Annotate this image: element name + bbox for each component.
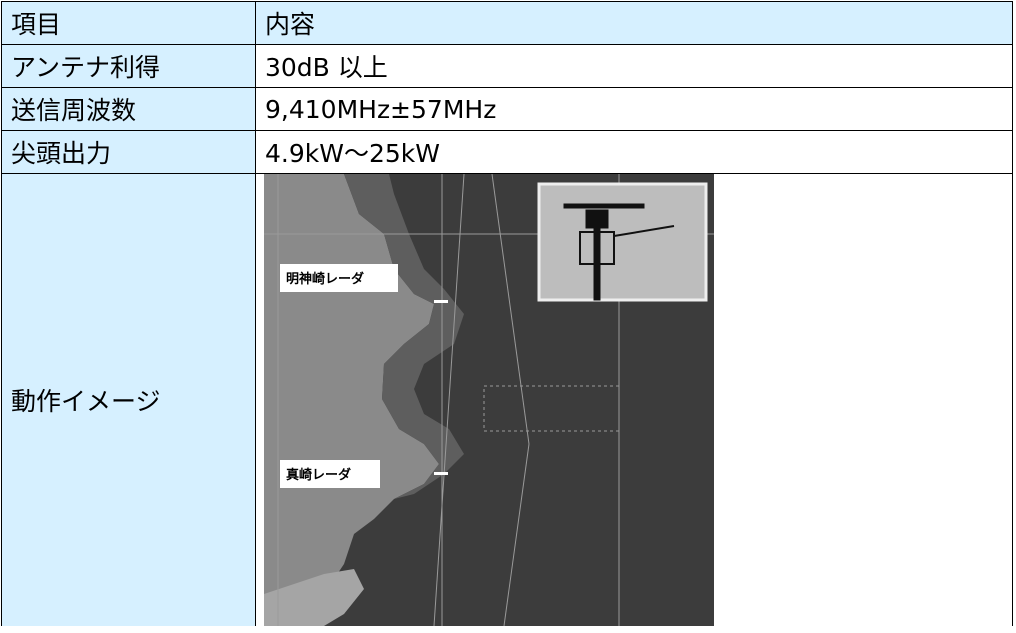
content-cell: 30dB 以上 — [255, 44, 1013, 88]
row: アンテナ利得 30dB 以上 — [1, 44, 1013, 88]
content-cell: 9,410MHz±57MHz — [255, 87, 1013, 131]
item-cell: 動作イメージ — [1, 173, 256, 626]
image-row: 動作イメージ — [1, 173, 1013, 626]
map-label: 明神崎レーダ — [286, 271, 364, 287]
row: 送信周波数 9,410MHz±57MHz — [1, 87, 1013, 131]
row: 尖頭出力 4.9kW～25kW — [1, 130, 1013, 174]
item-cell: 尖頭出力 — [1, 130, 256, 174]
radar-map: 明神崎レーダ 真崎レーダ — [264, 174, 714, 626]
image-cell: 明神崎レーダ 真崎レーダ — [255, 173, 1013, 626]
header-cell: 内容 — [255, 1, 1013, 45]
map-label: 真崎レーダ — [286, 467, 351, 483]
header-row: 項目 内容 — [1, 1, 1013, 45]
item-cell: 送信周波数 — [1, 87, 256, 131]
item-cell: アンテナ利得 — [1, 44, 256, 88]
content-cell: 4.9kW～25kW — [255, 130, 1013, 174]
header-cell: 項目 — [1, 1, 256, 45]
